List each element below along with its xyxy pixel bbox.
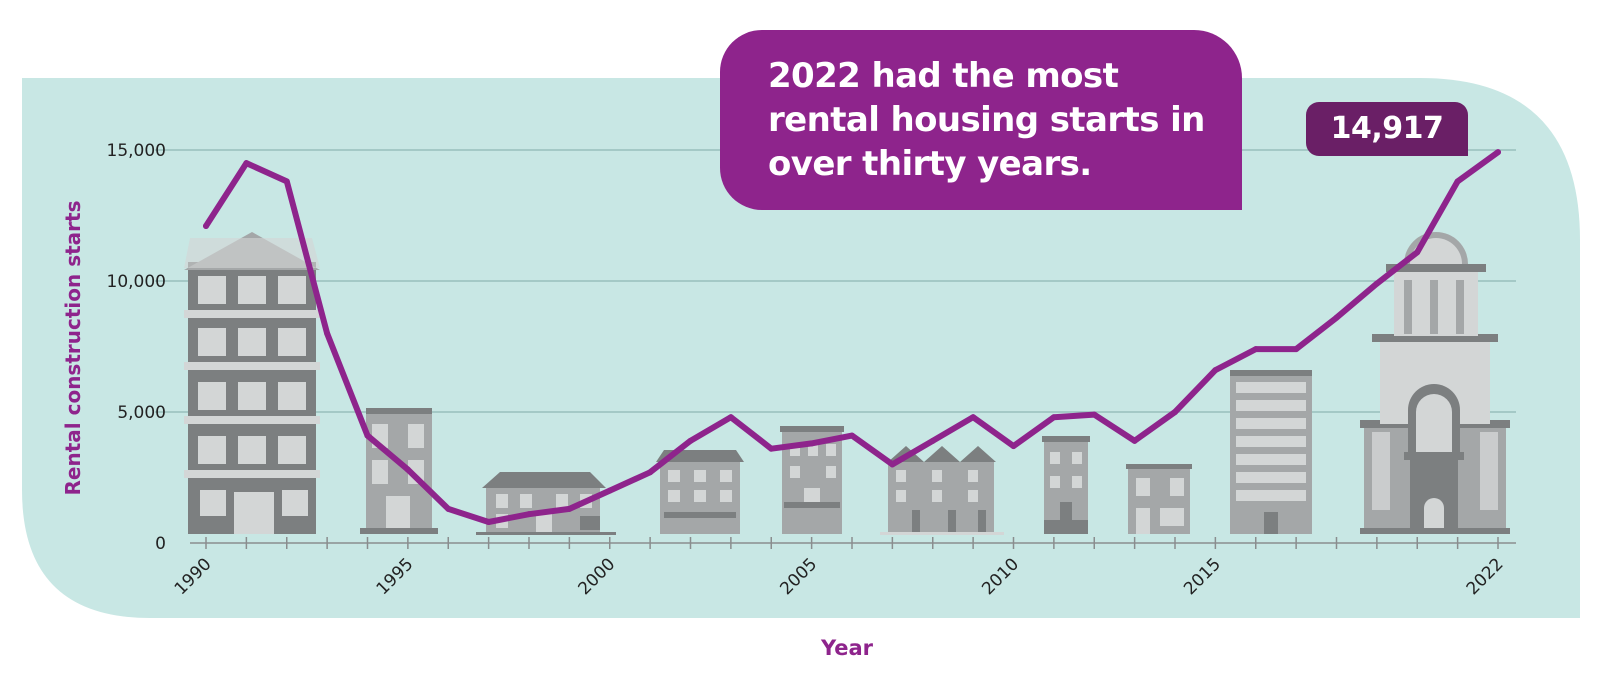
buildings-illustration	[184, 232, 1510, 535]
value-badge-label: 14,917	[1330, 111, 1444, 146]
data-point	[1091, 411, 1098, 418]
building-icon	[1126, 464, 1192, 534]
window-icon	[198, 436, 226, 464]
data-point	[1131, 437, 1138, 444]
data-point	[768, 445, 775, 452]
data-point	[1172, 409, 1178, 415]
window-icon	[238, 276, 266, 304]
data-point	[849, 432, 855, 439]
data-point	[485, 519, 492, 526]
data-point	[404, 466, 411, 473]
x-axis-label: Year	[820, 636, 874, 660]
y-tick-label: 15,000	[107, 141, 166, 161]
window-icon	[238, 436, 266, 464]
data-point	[1050, 414, 1057, 421]
data-point	[283, 178, 290, 185]
data-point	[606, 487, 613, 494]
building-icon	[1230, 370, 1312, 534]
y-tick-label: 5,000	[117, 403, 166, 423]
data-point	[687, 437, 694, 444]
data-point	[1454, 178, 1461, 185]
data-point	[324, 330, 331, 337]
data-point	[526, 511, 532, 518]
data-point	[203, 222, 209, 229]
y-axis: 0 5,000 10,000 15,000	[107, 141, 166, 554]
building-icon	[780, 426, 844, 534]
data-point	[1293, 346, 1300, 353]
value-badge: 14,917	[1306, 102, 1468, 156]
window-icon	[1236, 490, 1306, 501]
data-point	[889, 461, 896, 468]
building-icon	[184, 232, 320, 534]
window-icon	[278, 276, 306, 304]
data-point	[970, 414, 977, 421]
series-layer	[203, 149, 1501, 526]
data-point	[808, 440, 815, 447]
window-icon	[238, 382, 266, 410]
window-icon	[238, 328, 266, 356]
data-point	[1212, 367, 1219, 374]
callout-box: 2022 had the most rental housing starts …	[720, 30, 1242, 210]
window-icon	[198, 276, 226, 304]
window-icon	[1236, 382, 1306, 393]
window-icon	[198, 328, 226, 356]
building-icon	[1360, 232, 1510, 534]
data-point	[445, 505, 452, 512]
data-point	[1252, 346, 1259, 353]
data-point	[566, 505, 573, 512]
data-point	[1333, 314, 1340, 321]
y-tick-label: 10,000	[107, 272, 166, 292]
data-point	[1414, 249, 1421, 256]
data-point	[364, 432, 371, 439]
y-axis-label: Rental construction starts	[61, 201, 85, 496]
data-point	[243, 160, 250, 167]
data-point	[929, 437, 936, 444]
window-icon	[278, 328, 306, 356]
window-icon	[1236, 454, 1306, 465]
y-tick-label: 0	[155, 534, 166, 554]
window-icon	[278, 382, 306, 410]
building-icon	[1042, 436, 1090, 534]
data-point	[1495, 149, 1501, 156]
callout-text: 2022 had the most rental housing starts …	[768, 56, 1205, 184]
window-icon	[1236, 436, 1306, 447]
window-icon	[1236, 472, 1306, 483]
building-icon	[656, 450, 744, 534]
data-point	[1373, 280, 1380, 287]
data-point	[647, 469, 654, 476]
window-icon	[1236, 400, 1306, 411]
data-point	[727, 414, 734, 421]
window-icon	[198, 382, 226, 410]
window-icon	[1236, 418, 1306, 429]
building-icon	[360, 408, 438, 534]
building-icon	[476, 472, 616, 535]
window-icon	[278, 436, 306, 464]
data-point	[1010, 443, 1017, 450]
